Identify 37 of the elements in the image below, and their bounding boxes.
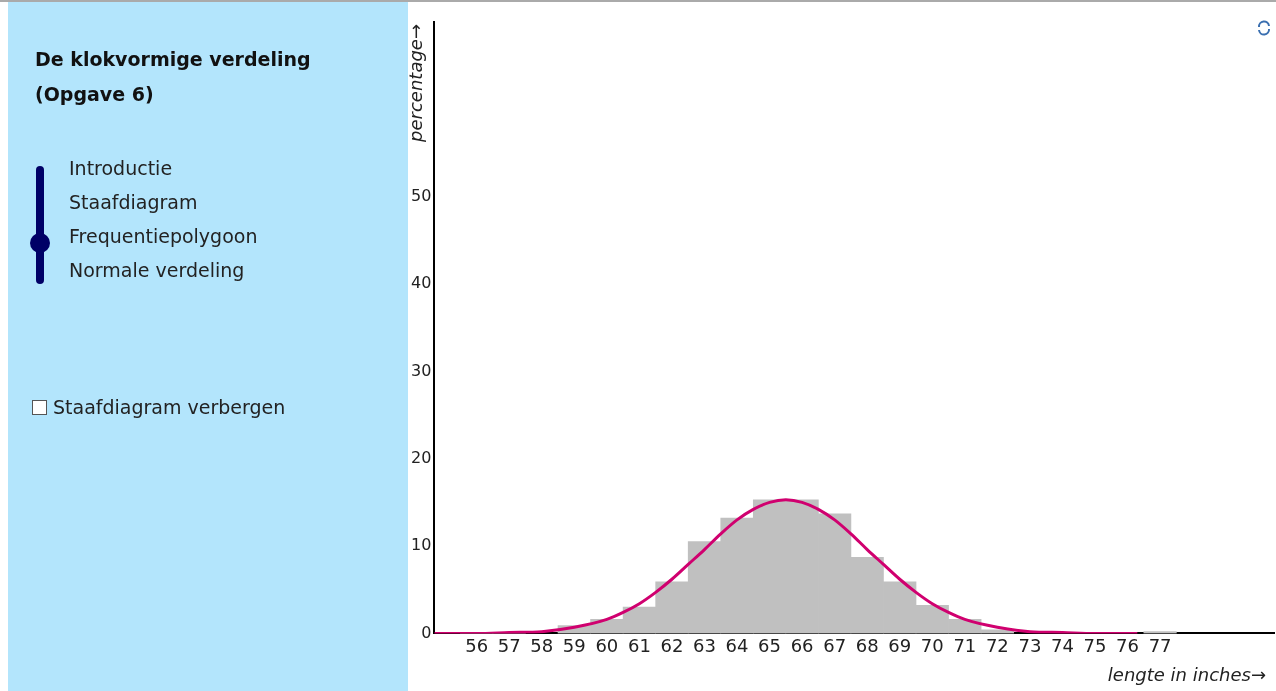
x-tick-label: 59 (562, 634, 586, 656)
x-tick-label: 64 (725, 634, 749, 656)
x-tick-label: 77 (1148, 634, 1172, 656)
x-tick-label: 61 (627, 634, 651, 656)
text: De klokvormige verdeling (Opgave 6) (35, 47, 312, 107)
x-tick-label: 74 (1051, 634, 1074, 656)
x-tick-label: 65 (758, 634, 782, 656)
x-tick-label: 58 (530, 634, 554, 656)
line-series (434, 498, 1139, 634)
x-tick-label: 67 (823, 634, 847, 656)
x-tick-label: 75 (1083, 634, 1107, 656)
x-tick-label: 70 (920, 634, 944, 656)
x-tick-label: 60 (595, 634, 619, 656)
y-tick-label: 0 (421, 622, 432, 642)
x-tick-label: 68 (855, 634, 879, 656)
y-tick-label: 50 (411, 185, 432, 205)
y-axis-title: percentage→ (405, 24, 427, 143)
x-tick-label: 71 (953, 634, 977, 656)
text: Staafdiagram (69, 191, 198, 213)
x-tick-label: 57 (497, 634, 521, 656)
x-axis-title: lengte in inches→ (1107, 663, 1266, 685)
text: Introductie (69, 157, 173, 179)
x-tick-label: 72 (985, 634, 1009, 656)
x-tick-label: 73 (1018, 634, 1042, 656)
x-tick-label: 62 (660, 634, 684, 656)
x-tick-label: 66 (790, 634, 814, 656)
y-tick-label: 10 (411, 535, 432, 555)
y-tick-label: 30 (411, 360, 432, 380)
x-tick-label: 63 (693, 634, 716, 656)
x-tick-label: 76 (1116, 634, 1139, 656)
y-tick-label: 40 (411, 273, 432, 293)
y-tick-label: 20 (411, 447, 432, 467)
text: Normale verdeling (69, 259, 245, 281)
text: Frequentiepolygoon (69, 225, 258, 247)
x-tick-label: 69 (888, 634, 912, 656)
x-tick-label: 56 (465, 634, 489, 656)
text: Staafdiagram verbergen (53, 396, 286, 418)
